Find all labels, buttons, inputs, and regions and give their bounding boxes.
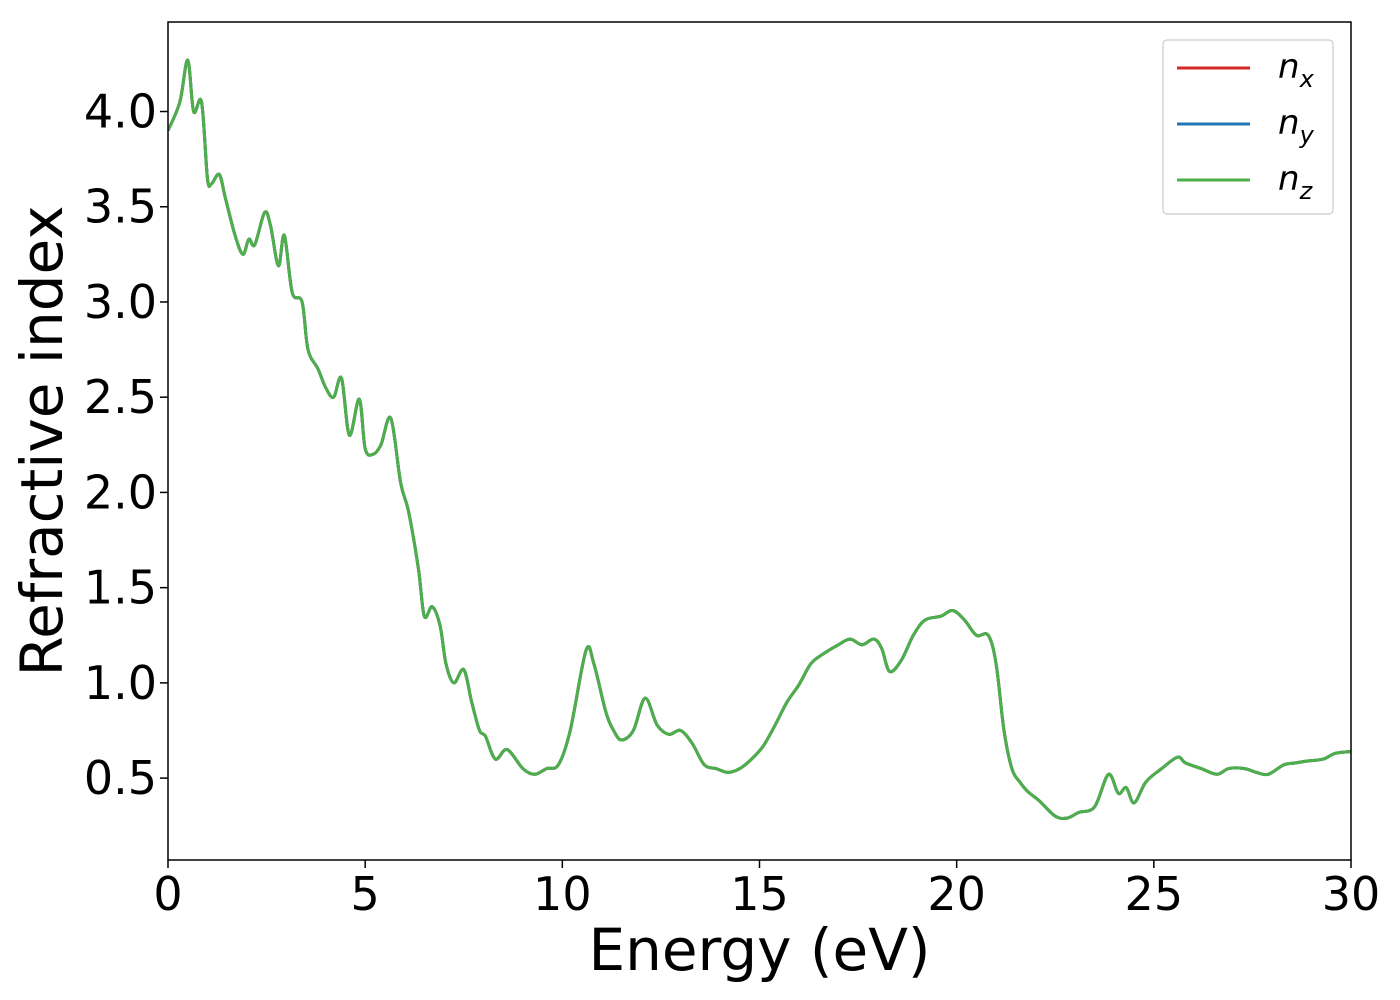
x-tick-label: 30 — [1322, 867, 1381, 921]
y-tick-label: 2.0 — [84, 465, 157, 519]
x-tick-label: 25 — [1125, 867, 1184, 921]
y-axis-label: Refractive index — [8, 205, 76, 676]
x-axis-label: Energy (eV) — [588, 916, 930, 984]
y-tick-label: 3.5 — [84, 180, 157, 234]
x-tick-label: 15 — [730, 867, 789, 921]
x-tick-label: 10 — [533, 867, 592, 921]
x-axis-ticks: 0 5 10 15 20 25 30 — [153, 860, 1380, 921]
series-line-nz — [168, 58, 1351, 821]
y-tick-label: 4.0 — [84, 85, 157, 139]
y-axis-ticks: 0.5 1.0 1.5 2.0 2.5 3.0 3.5 4.0 — [84, 85, 168, 805]
y-tick-label: 1.5 — [84, 561, 157, 615]
y-tick-label: 0.5 — [84, 751, 157, 805]
y-tick-label: 3.0 — [84, 275, 157, 329]
x-tick-label: 0 — [153, 867, 182, 921]
legend-box — [1162, 39, 1334, 215]
x-tick-label: 20 — [927, 867, 986, 921]
series-lines — [168, 58, 1351, 821]
x-tick-label: 5 — [351, 867, 380, 921]
y-tick-label: 1.0 — [84, 656, 157, 710]
y-tick-label: 2.5 — [84, 370, 157, 424]
